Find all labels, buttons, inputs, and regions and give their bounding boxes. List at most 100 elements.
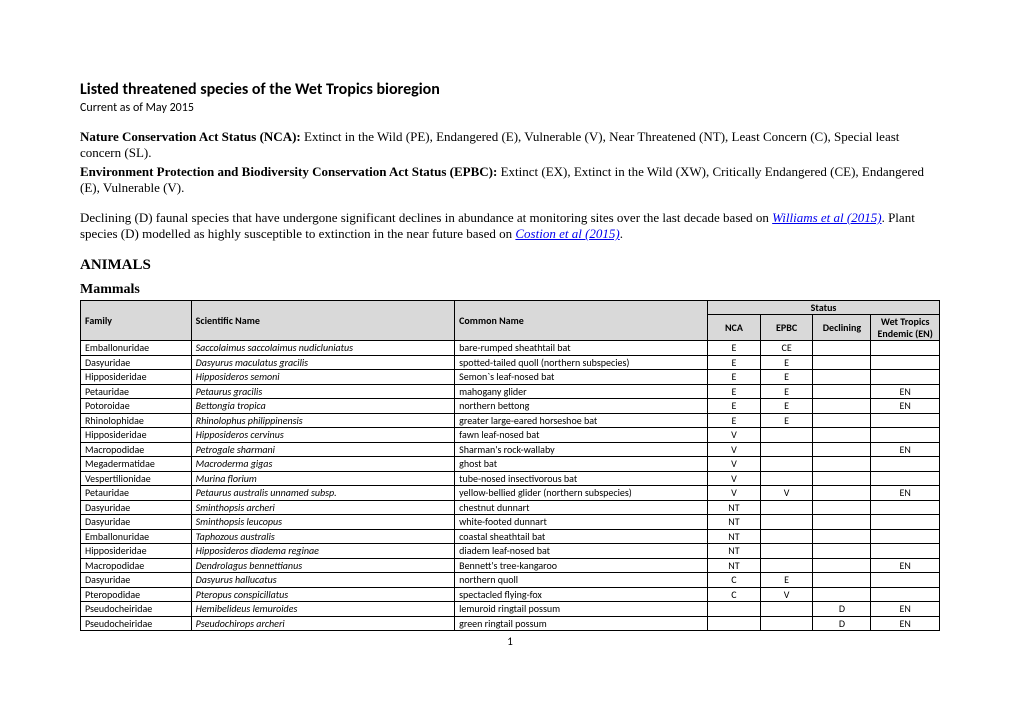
cell-common: greater large-eared horseshoe bat: [455, 413, 708, 428]
col-header-nca: NCA: [708, 315, 761, 341]
cell-family: Macropodidae: [81, 558, 192, 573]
cell-declining: [813, 399, 871, 414]
cell-scientific: Rhinolophus philippinensis: [191, 413, 454, 428]
cell-family: Megadermatidae: [81, 457, 192, 472]
cell-common: bare-rumped sheathtail bat: [455, 341, 708, 356]
species-table: Family Scientific Name Common Name Statu…: [80, 300, 940, 632]
cell-declining: [813, 515, 871, 530]
col-header-scientific: Scientific Name: [191, 300, 454, 341]
nca-legend-label: Nature Conservation Act Status (NCA):: [80, 129, 301, 144]
cell-common: white-footed dunnart: [455, 515, 708, 530]
cell-declining: [813, 355, 871, 370]
cell-epbc: E: [760, 355, 813, 370]
document-page: Listed threatened species of the Wet Tro…: [0, 0, 1020, 648]
table-row: MacropodidaeDendrolagus bennettianusBenn…: [81, 558, 940, 573]
cell-common: green ringtail possum: [455, 616, 708, 631]
cell-epbc: [760, 529, 813, 544]
table-row: PotoroidaeBettongia tropicanorthern bett…: [81, 399, 940, 414]
table-row: RhinolophidaeRhinolophus philippinensisg…: [81, 413, 940, 428]
declining-note: Declining (D) faunal species that have u…: [80, 210, 940, 243]
cell-family: Dasyuridae: [81, 355, 192, 370]
cell-family: Petauridae: [81, 486, 192, 501]
cell-epbc: V: [760, 587, 813, 602]
cell-scientific: Dasyurus maculatus gracilis: [191, 355, 454, 370]
cell-endemic: EN: [871, 616, 940, 631]
cell-nca: E: [708, 370, 761, 385]
cell-nca: V: [708, 457, 761, 472]
cell-family: Emballonuridae: [81, 341, 192, 356]
cell-common: Semon`s leaf-nosed bat: [455, 370, 708, 385]
cell-nca: C: [708, 573, 761, 588]
cell-scientific: Dendrolagus bennettianus: [191, 558, 454, 573]
cell-scientific: Hipposideros semoni: [191, 370, 454, 385]
cell-nca: NT: [708, 515, 761, 530]
cell-endemic: [871, 457, 940, 472]
cell-declining: [813, 370, 871, 385]
cell-endemic: EN: [871, 384, 940, 399]
cell-common: chestnut dunnart: [455, 500, 708, 515]
cell-endemic: [871, 573, 940, 588]
cell-epbc: [760, 515, 813, 530]
cell-family: Rhinolophidae: [81, 413, 192, 428]
cell-common: lemuroid ringtail possum: [455, 602, 708, 617]
cell-endemic: EN: [871, 558, 940, 573]
cell-nca: E: [708, 341, 761, 356]
cell-endemic: EN: [871, 442, 940, 457]
table-row: DasyuridaeSminthopsis archerichestnut du…: [81, 500, 940, 515]
cell-declining: [813, 341, 871, 356]
cell-endemic: [871, 544, 940, 559]
cell-declining: [813, 457, 871, 472]
cell-scientific: Hipposideros cervinus: [191, 428, 454, 443]
cell-declining: D: [813, 616, 871, 631]
reference-link-costion[interactable]: Costion et al (2015): [515, 226, 619, 241]
cell-scientific: Hemibelideus lemuroides: [191, 602, 454, 617]
cell-family: Pteropodidae: [81, 587, 192, 602]
table-row: HipposideridaeHipposideros semoniSemon`s…: [81, 370, 940, 385]
table-row: DasyuridaeSminthopsis leucopuswhite-foot…: [81, 515, 940, 530]
table-row: PseudocheiridaeHemibelideus lemuroidesle…: [81, 602, 940, 617]
cell-nca: E: [708, 413, 761, 428]
table-row: DasyuridaeDasyurus hallucatusnorthern qu…: [81, 573, 940, 588]
reference-link-williams[interactable]: Williams et al (2015): [772, 210, 881, 225]
cell-nca: [708, 602, 761, 617]
cell-nca: E: [708, 399, 761, 414]
cell-family: Petauridae: [81, 384, 192, 399]
cell-nca: NT: [708, 544, 761, 559]
table-header: Family Scientific Name Common Name Statu…: [81, 300, 940, 341]
cell-nca: NT: [708, 529, 761, 544]
cell-nca: V: [708, 486, 761, 501]
cell-nca: V: [708, 428, 761, 443]
subsection-heading-mammals: Mammals: [80, 282, 940, 298]
cell-declining: [813, 471, 871, 486]
cell-declining: [813, 500, 871, 515]
cell-epbc: [760, 616, 813, 631]
cell-declining: [813, 587, 871, 602]
nca-legend: Nature Conservation Act Status (NCA): Ex…: [80, 129, 940, 162]
cell-family: Hipposideridae: [81, 370, 192, 385]
cell-scientific: Sminthopsis archeri: [191, 500, 454, 515]
cell-endemic: [871, 370, 940, 385]
col-header-common: Common Name: [455, 300, 708, 341]
cell-endemic: [871, 413, 940, 428]
epbc-legend: Environment Protection and Biodiversity …: [80, 164, 940, 197]
cell-endemic: [871, 355, 940, 370]
cell-epbc: V: [760, 486, 813, 501]
cell-scientific: Macroderma gigas: [191, 457, 454, 472]
cell-family: Dasyuridae: [81, 515, 192, 530]
cell-nca: [708, 616, 761, 631]
cell-common: yellow-bellied glider (northern subspeci…: [455, 486, 708, 501]
col-header-status-group: Status: [708, 300, 940, 315]
cell-common: mahogany glider: [455, 384, 708, 399]
page-subtitle: Current as of May 2015: [80, 101, 940, 115]
cell-scientific: Petaurus australis unnamed subsp.: [191, 486, 454, 501]
table-row: PetauridaePetaurus australis unnamed sub…: [81, 486, 940, 501]
cell-endemic: [871, 341, 940, 356]
cell-family: Pseudocheiridae: [81, 616, 192, 631]
cell-scientific: Saccolaimus saccolaimus nudicluniatus: [191, 341, 454, 356]
col-header-epbc: EPBC: [760, 315, 813, 341]
cell-epbc: [760, 457, 813, 472]
cell-endemic: EN: [871, 399, 940, 414]
reference-text-2: Costion et al (2015): [515, 226, 619, 241]
cell-endemic: [871, 471, 940, 486]
cell-common: tube-nosed insectivorous bat: [455, 471, 708, 486]
